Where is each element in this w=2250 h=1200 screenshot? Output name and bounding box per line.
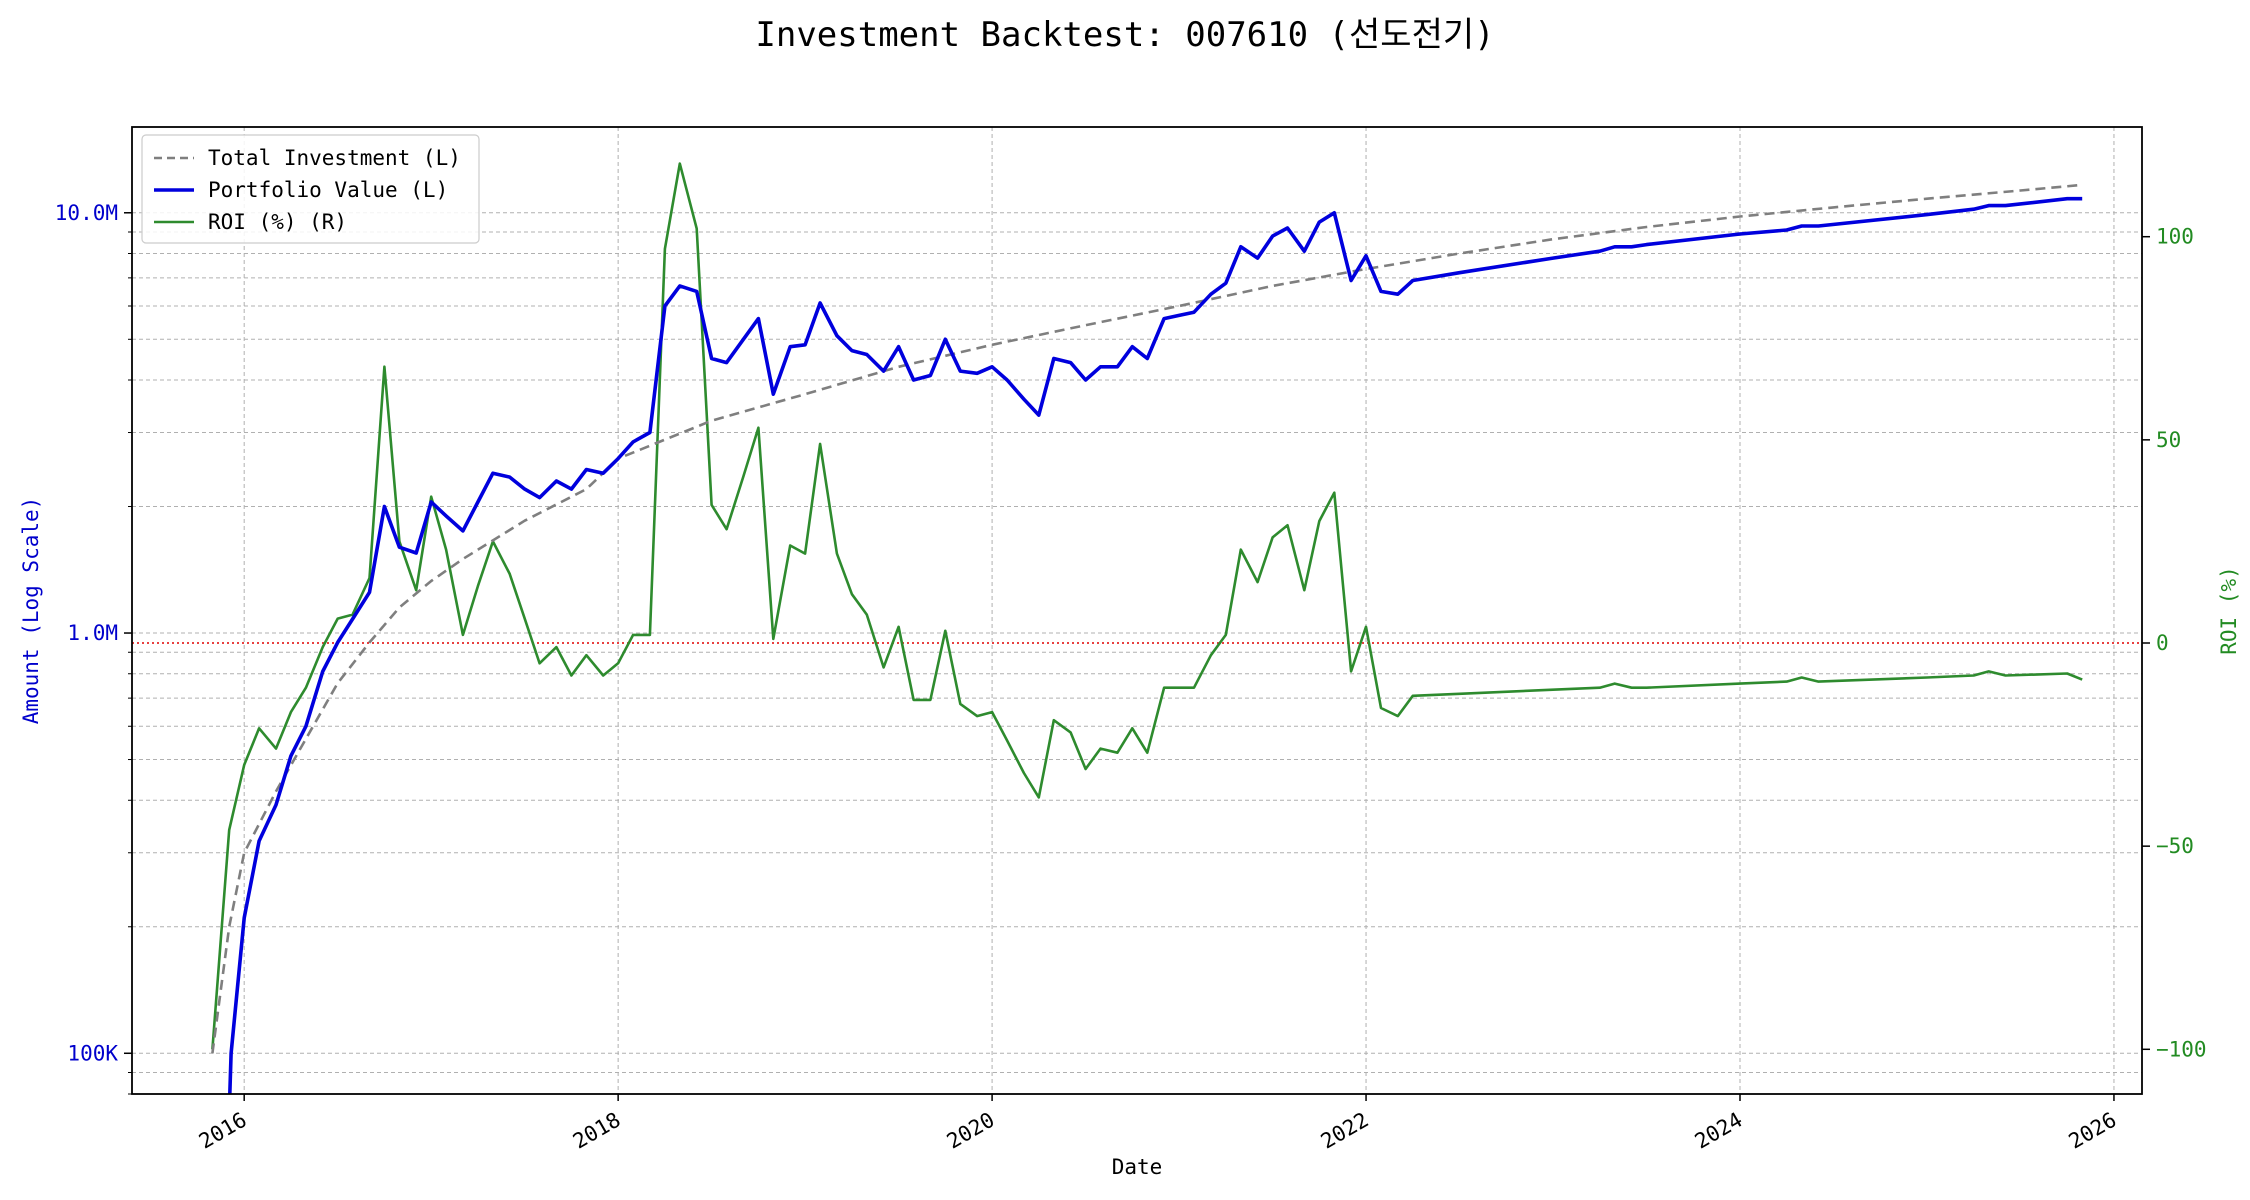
legend-box (141, 134, 480, 244)
x-tick-label: 2016 (195, 1108, 251, 1154)
series-line-2 (211, 162, 2083, 1050)
left-axis-ticks: 100K 1.0M 10.0M (55, 201, 132, 1095)
x-tick-label: 2018 (569, 1108, 625, 1154)
right-tick-label: −100 (2156, 1037, 2207, 1061)
plot-frame (131, 126, 2143, 1095)
x-tick-label: 2020 (943, 1108, 999, 1154)
legend-label-2: ROI (%) (R) (208, 210, 347, 234)
right-tick-label: 0 (2156, 631, 2169, 655)
gridlines (132, 127, 2142, 1095)
legend-label-1: Portfolio Value (L) (208, 178, 448, 202)
left-tick-label: 1.0M (67, 621, 118, 645)
x-axis-ticks: 2016 2018 2020 2022 2024 2026 (195, 1094, 2121, 1154)
left-tick-label: 10.0M (55, 201, 118, 225)
right-tick-label: 100 (2156, 225, 2194, 249)
chart-title: Investment Backtest: 007610 (선도전기) (755, 15, 1494, 55)
x-tick-label: 2024 (1691, 1108, 1747, 1154)
series-layer (211, 162, 2083, 1094)
series-line-1 (228, 196, 2083, 1094)
legend: Total Investment (L) Portfolio Value (L) R… (141, 134, 480, 244)
x-tick-label: 2022 (1317, 1108, 1373, 1154)
legend-label-0: Total Investment (L) (208, 146, 461, 170)
x-axis-label: Date (1112, 1155, 1163, 1179)
x-tick-label: 2026 (2065, 1108, 2121, 1154)
left-axis-label: Amount (Log Scale) (19, 497, 43, 725)
right-axis-label: ROI (%) (2217, 566, 2241, 655)
left-tick-label: 100K (67, 1041, 118, 1065)
right-tick-label: −50 (2156, 834, 2194, 858)
right-axis-ticks: −100 −50 0 50 100 (2142, 225, 2207, 1061)
series-line-0 (211, 183, 2083, 1054)
right-tick-label: 50 (2156, 428, 2181, 452)
